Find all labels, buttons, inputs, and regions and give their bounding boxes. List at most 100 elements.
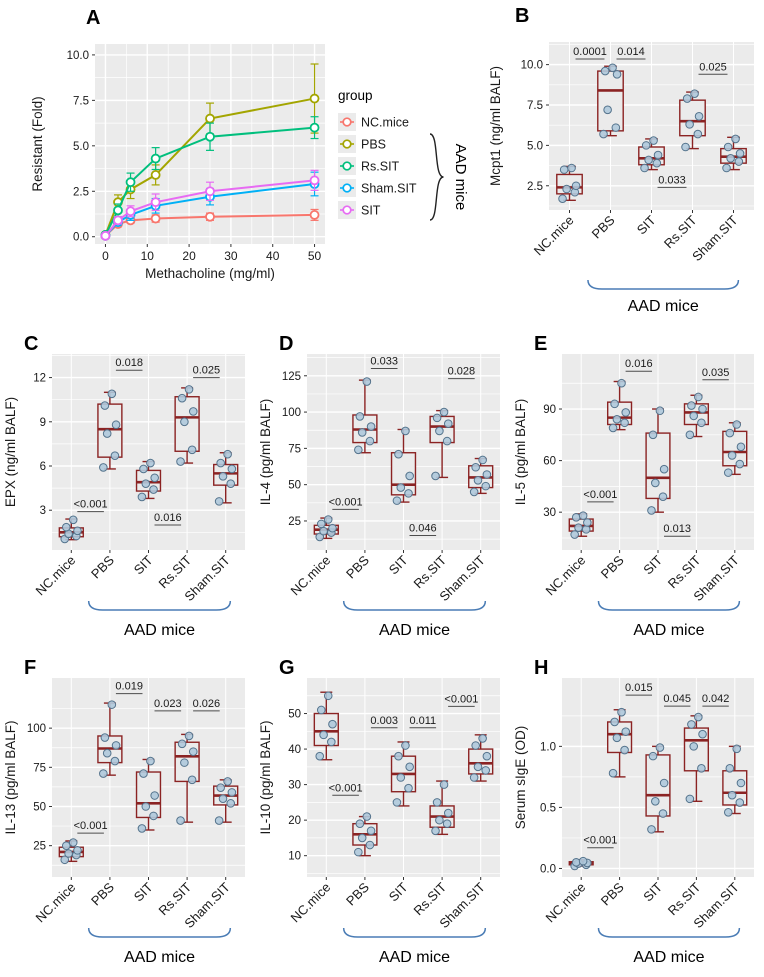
svg-text:PBS: PBS — [343, 879, 372, 908]
chart-G: G IL-10 (pg/ml BALF) 10 20 30 40 50 NC.mice PBS S… — [258, 657, 500, 966]
data-points — [315, 377, 492, 542]
svg-text:<0.001: <0.001 — [444, 693, 478, 705]
svg-text:0.016: 0.016 — [154, 512, 182, 524]
svg-text:0.011: 0.011 — [409, 715, 436, 727]
y-axis-ticks: 2.5 5.0 7.5 10.0 — [521, 60, 549, 193]
chart-D: D IL-4 (pg/ml BALF) 25 50 75 100 125 NC.mice PBS… — [258, 333, 500, 639]
panel-b-mcpt1-boxplot: B Mcpt1 (ng/ml BALF) 2.5 5.0 7.5 10.0 NC.mice P… — [485, 0, 764, 325]
y-axis-title: IL-10 (pg/ml BALF) — [258, 720, 273, 834]
svg-text:40: 40 — [288, 744, 301, 756]
aad-group-label: AAD mice — [124, 949, 195, 966]
svg-text:6: 6 — [40, 461, 46, 473]
svg-text:30: 30 — [543, 507, 556, 519]
svg-text:0.019: 0.019 — [115, 681, 143, 693]
svg-text:0.0: 0.0 — [73, 232, 89, 244]
panel-letter: C — [24, 333, 38, 355]
svg-text:<0.001: <0.001 — [329, 496, 363, 508]
svg-text:5.0: 5.0 — [73, 141, 89, 153]
svg-text:NC.mice: NC.mice — [542, 880, 588, 926]
significance-annotations: 0.033 0.028 <0.001 0.046 — [329, 356, 475, 536]
panel-letter: H — [534, 657, 548, 679]
svg-text:20: 20 — [288, 815, 301, 827]
svg-text:60: 60 — [543, 456, 556, 468]
svg-text:0.045: 0.045 — [663, 693, 691, 705]
y-axis-ticks: 30 60 90 — [543, 404, 562, 519]
aad-group-label: AAD mice — [379, 622, 450, 639]
svg-text:NC.mice: NC.mice — [288, 553, 334, 599]
svg-text:3: 3 — [40, 505, 46, 517]
svg-text:SIT: SIT — [386, 552, 411, 577]
svg-text:NC.mice: NC.mice — [33, 880, 79, 926]
y-axis-title: Serum sIgE (OD) — [513, 726, 528, 830]
significance-annotations: 0.0001 0.014 0.025 0.033 — [573, 46, 728, 188]
significance-annotations: 0.016 0.035 <0.001 0.013 — [583, 358, 730, 537]
y-axis-title: EPX (ng/ml BALF) — [3, 397, 18, 507]
y-axis-ticks: 25 50 75 100 125 — [282, 371, 307, 528]
chart-F: F IL-13 (pg/ml BALF) 25 50 75 100 NC.mice PBS SI… — [3, 657, 245, 966]
svg-text:100: 100 — [27, 723, 46, 735]
svg-text:50: 50 — [288, 709, 301, 721]
svg-text:0.035: 0.035 — [702, 367, 730, 379]
svg-text:7.5: 7.5 — [527, 100, 543, 112]
svg-text:PBS: PBS — [88, 552, 117, 581]
data-points — [60, 385, 237, 544]
svg-text:2.5: 2.5 — [73, 186, 89, 198]
panel-letter: B — [515, 5, 529, 27]
y-axis-title: Mcpt1 (ng/ml BALF) — [488, 66, 503, 186]
svg-text:40: 40 — [266, 249, 280, 263]
aad-bracket — [342, 927, 487, 938]
svg-text:0.026: 0.026 — [193, 698, 221, 710]
legend-label: NC.mice — [361, 116, 409, 130]
svg-text:0.003: 0.003 — [370, 715, 398, 727]
svg-text:PBS: PBS — [88, 879, 117, 908]
significance-annotations: 0.018 0.025 <0.001 0.016 — [74, 357, 220, 526]
svg-text:0.033: 0.033 — [370, 356, 398, 368]
svg-text:SIT: SIT — [386, 879, 411, 904]
svg-text:NC.mice: NC.mice — [542, 553, 588, 599]
svg-text:0.0: 0.0 — [540, 863, 556, 875]
line-series — [100, 63, 320, 241]
svg-text:10: 10 — [288, 851, 301, 863]
aad-bracket — [587, 279, 740, 290]
svg-text:SIT: SIT — [634, 212, 659, 237]
aad-brace — [429, 133, 444, 221]
svg-text:SIT: SIT — [131, 879, 156, 904]
panel-a-airway-resistance-line-chart: A Resistant (Fold) 0.0 2.5 5.0 7.5 10.0 0 10 20 30… — [0, 0, 485, 325]
panel-letter: E — [534, 333, 547, 355]
svg-text:0.018: 0.018 — [115, 357, 143, 369]
svg-text:9: 9 — [40, 417, 46, 429]
series-Rs.SIT — [100, 116, 320, 240]
y-axis-title: IL-13 (pg/ml BALF) — [3, 720, 18, 834]
svg-text:0.013: 0.013 — [663, 523, 691, 535]
series-SIT — [100, 169, 320, 241]
svg-text:50: 50 — [33, 801, 46, 813]
svg-text:10: 10 — [141, 249, 155, 263]
svg-text:<0.001: <0.001 — [583, 835, 617, 847]
y-axis-ticks: 0.0 0.5 1.0 — [540, 741, 562, 875]
svg-text:<0.001: <0.001 — [583, 489, 617, 501]
svg-text:NC.mice: NC.mice — [531, 213, 577, 259]
svg-text:1.0: 1.0 — [540, 741, 556, 753]
svg-text:<0.001: <0.001 — [74, 820, 108, 832]
panel-letter: G — [279, 657, 295, 679]
aad-bracket — [597, 927, 741, 938]
y-axis-ticks: 10 20 30 40 50 — [288, 709, 307, 863]
aad-bracket — [342, 600, 487, 611]
svg-text:0.016: 0.016 — [625, 358, 653, 370]
data-points — [558, 63, 745, 203]
y-axis-ticks: 3 6 9 12 — [33, 373, 52, 517]
svg-text:0: 0 — [102, 249, 109, 263]
svg-text:0.042: 0.042 — [702, 693, 730, 705]
svg-text:75: 75 — [33, 762, 46, 774]
data-points — [570, 378, 746, 539]
legend: group NC.mice PBS Rs.SIT Sham.SIT SIT — [338, 88, 417, 219]
data-points — [315, 691, 492, 857]
